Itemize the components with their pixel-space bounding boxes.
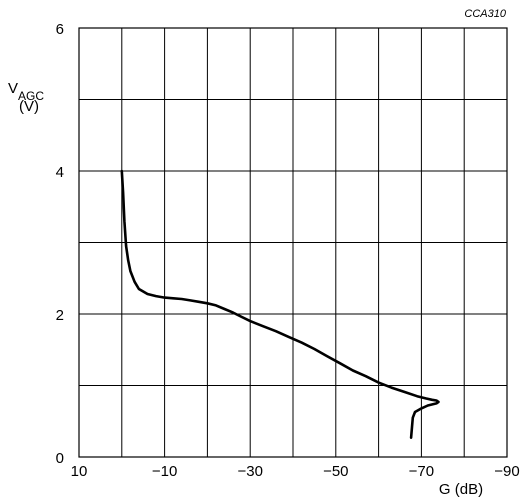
- y-tick-label: 4: [56, 164, 64, 181]
- y-tick-label: 2: [56, 307, 64, 324]
- y-axis-unit: (V): [19, 98, 39, 115]
- y-axis-label: VAGC: [8, 80, 44, 103]
- y-axis-label-sub: AGC: [18, 89, 44, 103]
- plot-frame: [78, 27, 508, 458]
- x-tick-label: −30: [237, 463, 262, 480]
- x-tick-label: −50: [323, 463, 348, 480]
- y-tick-labels: 0 2 4 6: [56, 21, 64, 467]
- x-tick-label: −70: [409, 463, 434, 480]
- x-tick-label: 10: [71, 463, 88, 480]
- y-tick-label: 0: [56, 450, 64, 467]
- y-axis-label-main: V: [8, 80, 18, 97]
- x-axis-label: G (dB): [439, 481, 483, 498]
- y-tick-label: 6: [56, 21, 64, 38]
- x-tick-label: −10: [152, 463, 177, 480]
- x-tick-label: −90: [494, 463, 519, 480]
- grid: [78, 27, 508, 458]
- x-tick-labels: 10 −10 −30 −50 −70 −90: [71, 463, 520, 480]
- figure-code: CCA310: [464, 8, 506, 20]
- vagc-curve: [120, 169, 440, 439]
